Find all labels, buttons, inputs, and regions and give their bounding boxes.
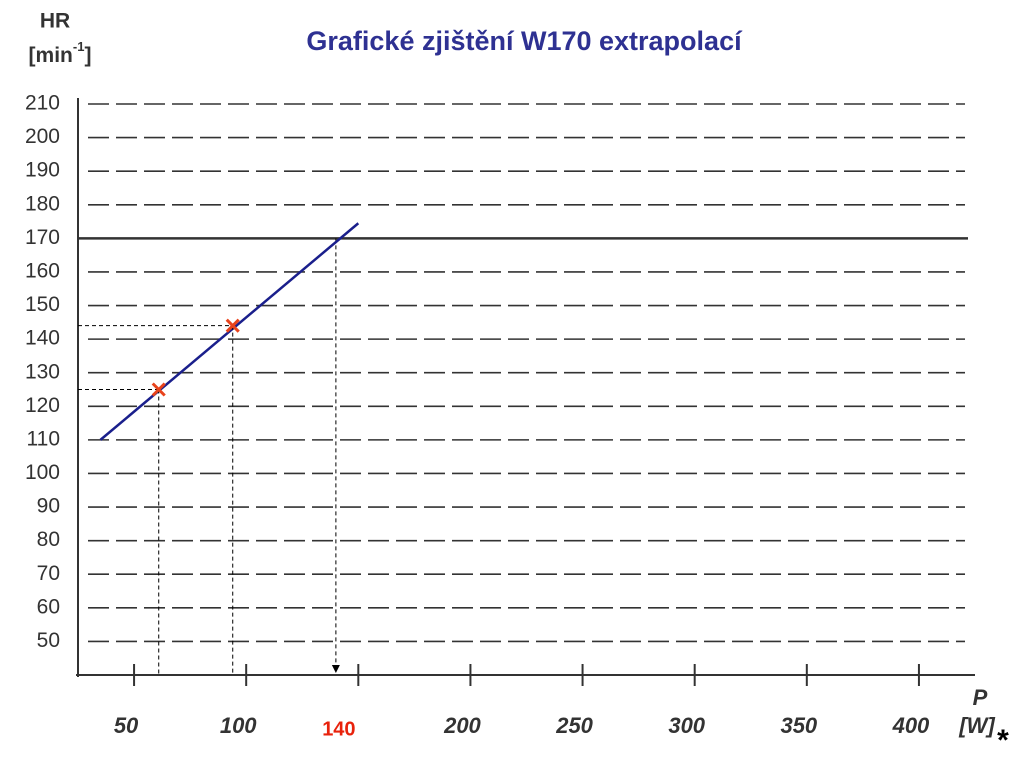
x-axis-unit: [W] xyxy=(958,713,995,738)
x-tick-label: 50 xyxy=(114,713,139,738)
arrow-head xyxy=(331,665,340,673)
annotation-label: 140 xyxy=(322,718,355,740)
data-point xyxy=(225,318,240,333)
y-tick-label: 130 xyxy=(25,360,60,383)
unit-end: ] xyxy=(84,44,91,67)
regression-line xyxy=(99,222,360,441)
y-tick-label: 120 xyxy=(25,394,60,417)
x-axis-label: P xyxy=(973,685,988,710)
y-tick-label: 160 xyxy=(25,259,60,282)
chart-title: Grafické zjištění W170 extrapolací xyxy=(306,26,743,56)
y-axis-unit: [min-1] xyxy=(29,39,92,66)
y-tick-label: 100 xyxy=(25,461,60,484)
y-tick-label: 60 xyxy=(37,595,60,618)
y-tick-label: 70 xyxy=(37,562,60,585)
unit-sup: -1 xyxy=(73,39,85,54)
y-tick-label: 50 xyxy=(37,629,60,652)
y-tick-label: 140 xyxy=(25,327,60,350)
footnote-mark: * xyxy=(997,724,1009,757)
x-tick-label: 200 xyxy=(443,713,481,738)
y-tick-label: 150 xyxy=(25,293,60,316)
x-tick-label: 400 xyxy=(892,713,930,738)
y-tick-label: 80 xyxy=(37,528,60,551)
y-tick-label: 90 xyxy=(37,495,60,518)
y-tick-label: 170 xyxy=(25,226,60,249)
data-point xyxy=(151,382,166,397)
y-tick-label: 210 xyxy=(25,92,60,115)
y-tick-label: 200 xyxy=(25,125,60,148)
x-tick-label: 300 xyxy=(668,713,705,738)
y-axis-label: HR xyxy=(40,10,70,33)
unit-base: [min xyxy=(29,44,73,67)
y-tick-label: 180 xyxy=(25,192,60,215)
y-tick-label: 190 xyxy=(25,159,60,182)
y-tick-label: 110 xyxy=(27,427,60,450)
x-tick-label: 100 xyxy=(220,713,257,738)
x-tick-label: 350 xyxy=(780,713,817,738)
x-tick-label: 250 xyxy=(555,713,593,738)
